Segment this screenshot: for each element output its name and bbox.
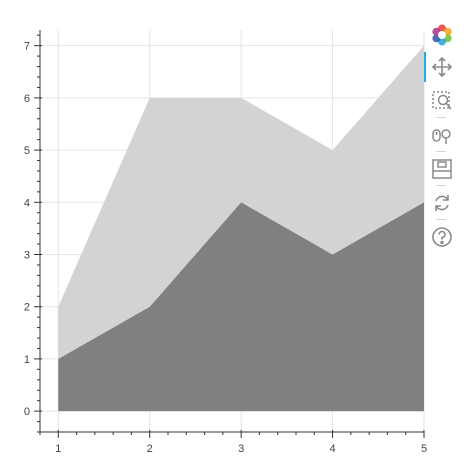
y-tick-label: 5 (24, 145, 30, 157)
y-tick-label: 1 (24, 354, 30, 366)
y-tick-label: 2 (24, 302, 30, 314)
toolbar-divider (436, 219, 446, 220)
reset-icon[interactable] (428, 190, 456, 216)
stacked-areas (58, 45, 425, 412)
x-tick-label: 1 (55, 443, 61, 455)
axes: 0 1 2 3 4 5 6 7 1 2 3 4 5 (24, 30, 427, 455)
y-tick-label: 7 (24, 41, 30, 53)
x-tick-label: 5 (421, 443, 427, 455)
x-tick-label: 3 (238, 443, 244, 455)
box-zoom-icon[interactable] (428, 88, 456, 114)
x-tick-label: 4 (330, 443, 336, 455)
toolbar-divider (436, 117, 446, 118)
bokeh-logo-icon[interactable] (428, 22, 456, 48)
toolbar-divider (436, 151, 446, 152)
y-tick-label: 3 (24, 249, 30, 261)
toolbar-divider (436, 185, 446, 186)
help-icon[interactable] (428, 224, 456, 250)
y-tick-label: 4 (24, 197, 30, 209)
wheel-zoom-icon[interactable] (428, 122, 456, 148)
active-tool-indicator (424, 52, 426, 82)
x-tick-label: 2 (147, 443, 153, 455)
area-series-1 (58, 202, 425, 412)
area-series-2 (58, 45, 425, 359)
y-tick-label: 6 (24, 93, 30, 105)
y-tick-label: 0 (24, 406, 30, 418)
pan-icon[interactable] (428, 54, 456, 80)
save-icon[interactable] (428, 156, 456, 182)
